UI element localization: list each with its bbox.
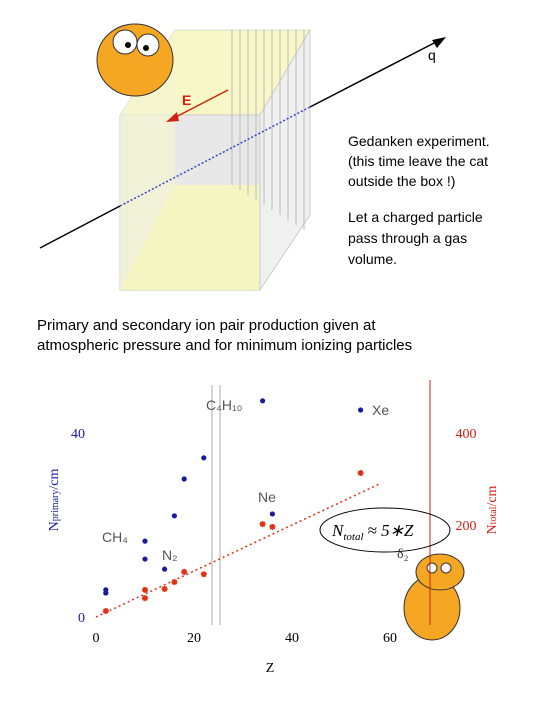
x-tick-label: 60 xyxy=(383,631,397,646)
data-point xyxy=(269,523,276,530)
annotation: CH₄ xyxy=(102,529,128,545)
y-label-rest: /cm xyxy=(47,469,62,490)
data-point xyxy=(260,398,266,404)
x-tick-label: 20 xyxy=(187,631,201,646)
annotation: δ₂ xyxy=(397,547,409,562)
y2-tick-label: 200 xyxy=(456,519,477,534)
data-point xyxy=(103,590,109,596)
data-point xyxy=(102,608,109,615)
data-point xyxy=(142,595,148,602)
y2-label-sub: total xyxy=(488,506,499,524)
data-point xyxy=(162,566,168,572)
y-label-main: N xyxy=(47,521,62,531)
data-point xyxy=(171,513,177,519)
formula-ellipse xyxy=(319,507,451,553)
data-point xyxy=(161,585,168,592)
data-point xyxy=(358,407,364,413)
particle-track xyxy=(309,40,439,108)
note-line: pass through a gas xyxy=(348,230,467,246)
annotation: Xe xyxy=(372,402,389,418)
field-arrow xyxy=(171,89,229,120)
data-point xyxy=(181,476,187,482)
y-axis-label: Nprimary/cm xyxy=(47,469,62,532)
data-point xyxy=(201,455,207,461)
data-point xyxy=(200,571,207,578)
annotation: N₂ xyxy=(162,547,178,563)
data-point xyxy=(181,568,188,575)
data-point xyxy=(142,538,148,544)
particle-track xyxy=(39,205,121,249)
formula-main: N xyxy=(331,521,345,540)
y2-label-rest: /cm xyxy=(485,485,500,506)
arrow-head xyxy=(432,37,446,48)
data-point xyxy=(171,579,178,586)
y-label-sub: primary xyxy=(50,490,61,522)
field-label: E xyxy=(182,92,191,108)
note-line: Gedanken experiment. xyxy=(348,133,490,149)
x-tick-label: 40 xyxy=(285,631,299,646)
note-line: outside the box !) xyxy=(348,173,455,189)
cat-illustration xyxy=(96,23,174,97)
data-point xyxy=(259,521,266,528)
arrow-head xyxy=(166,112,179,122)
x-tick-label: 0 xyxy=(93,631,100,646)
y-tick-label: 40 xyxy=(71,427,85,442)
gas-box xyxy=(119,28,311,292)
annotation: Ne xyxy=(258,489,276,505)
y2-label-main: N xyxy=(485,524,500,534)
data-point xyxy=(269,511,275,517)
y2-tick-label: 400 xyxy=(456,427,477,442)
y2-axis-label: Ntotal/cm xyxy=(485,485,500,534)
data-point xyxy=(357,470,364,477)
formula: Ntotal ≈ 5∗Z xyxy=(331,521,414,543)
y-tick-label: 0 xyxy=(78,611,85,626)
annotation: C₄H₁₀ xyxy=(206,397,243,413)
data-point xyxy=(142,586,148,593)
cat-illustration xyxy=(403,553,465,641)
x-axis-label: Z xyxy=(266,661,275,676)
charge-label: q xyxy=(428,47,436,63)
caption-line: Primary and secondary ion pair productio… xyxy=(37,317,376,334)
note-line: (this time leave the cat xyxy=(348,153,488,169)
note-line: Let a charged particle xyxy=(348,209,483,225)
formula-rest: ≈ 5∗Z xyxy=(368,521,414,540)
formula-sub: total xyxy=(343,531,363,543)
caption-line: atmospheric pressure and for minimum ion… xyxy=(37,337,412,354)
data-point xyxy=(142,556,148,562)
trend-line xyxy=(95,482,381,618)
note-line: volume. xyxy=(348,251,397,267)
